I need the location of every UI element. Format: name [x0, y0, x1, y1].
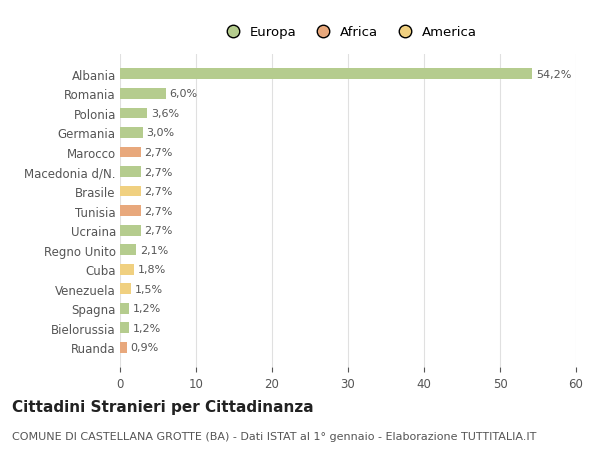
Bar [120, 89, 166, 100]
Bar [120, 342, 127, 353]
Text: 2,7%: 2,7% [145, 187, 173, 196]
Text: 1,2%: 1,2% [133, 323, 161, 333]
Text: 2,7%: 2,7% [145, 206, 173, 216]
Bar [120, 186, 140, 197]
Bar [120, 69, 532, 80]
Text: 2,7%: 2,7% [145, 148, 173, 157]
Bar [120, 323, 129, 334]
Text: 1,8%: 1,8% [137, 265, 166, 274]
Text: 1,5%: 1,5% [135, 284, 163, 294]
Text: 3,0%: 3,0% [146, 128, 175, 138]
Bar [120, 303, 129, 314]
Bar [120, 284, 131, 295]
Bar [120, 108, 148, 119]
Bar [120, 245, 136, 256]
Bar [120, 225, 140, 236]
Text: 1,2%: 1,2% [133, 304, 161, 313]
Bar [120, 128, 143, 139]
Text: 2,7%: 2,7% [145, 226, 173, 235]
Text: 54,2%: 54,2% [536, 70, 571, 79]
Text: 0,9%: 0,9% [131, 343, 159, 353]
Bar [120, 206, 140, 217]
Text: 2,7%: 2,7% [145, 167, 173, 177]
Text: 3,6%: 3,6% [151, 109, 179, 118]
Legend: Europa, Africa, America: Europa, Africa, America [214, 21, 482, 45]
Text: 2,1%: 2,1% [140, 245, 168, 255]
Bar [120, 147, 140, 158]
Bar [120, 264, 134, 275]
Text: 6,0%: 6,0% [169, 89, 197, 99]
Text: Cittadini Stranieri per Cittadinanza: Cittadini Stranieri per Cittadinanza [12, 399, 314, 414]
Bar [120, 167, 140, 178]
Text: COMUNE DI CASTELLANA GROTTE (BA) - Dati ISTAT al 1° gennaio - Elaborazione TUTTI: COMUNE DI CASTELLANA GROTTE (BA) - Dati … [12, 431, 536, 442]
